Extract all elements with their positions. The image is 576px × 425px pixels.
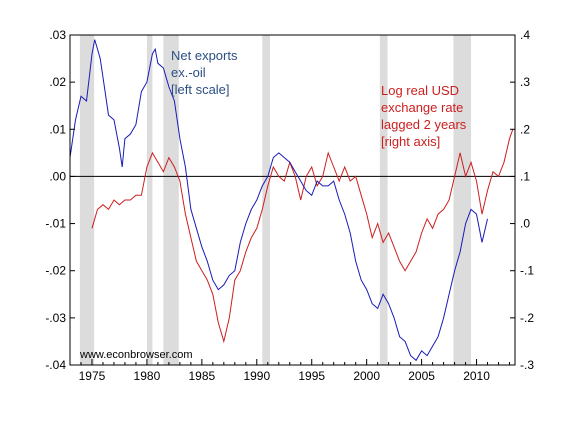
plot-frame — [69, 34, 516, 366]
x-tick-label: 1990 — [243, 369, 270, 383]
annotation-usd-line2: exchange rate — [381, 100, 463, 115]
annotation-net-exports-line2: ex.-oil — [171, 65, 206, 80]
right-tick-label: .2 — [520, 122, 530, 136]
right-tick-label: -.2 — [520, 311, 534, 325]
left-tick-label: .01 — [49, 122, 66, 136]
recession-band-3 — [262, 35, 270, 365]
series-line-net-exports — [69, 39, 488, 362]
x-axis-tick-labels: 1975 1980 1985 1990 1995 2000 2005 2010 — [79, 369, 491, 383]
left-tick-label: .02 — [49, 75, 66, 89]
annotation-usd-line1: Log real USD — [381, 83, 459, 98]
x-tick-label: 2010 — [463, 369, 490, 383]
right-tick-label: .1 — [520, 169, 530, 183]
axis-ticks — [69, 34, 515, 366]
annotation-net-exports-line3: [left scale] — [171, 82, 230, 97]
right-tick-label: .3 — [520, 75, 530, 89]
x-tick-label: 1995 — [298, 369, 325, 383]
recession-band-0 — [79, 35, 95, 365]
left-tick-label: -.03 — [45, 311, 66, 325]
left-tick-label: -.04 — [45, 358, 66, 372]
right-tick-label: -.3 — [520, 358, 534, 372]
recession-bands — [79, 35, 472, 365]
annotation-usd-line3: lagged 2 years — [381, 117, 467, 132]
recession-band-2 — [163, 35, 179, 365]
x-tick-label: 2005 — [408, 369, 435, 383]
left-axis-tick-labels: .03 .02 .01 .00 -.01 -.02 -.03 -.04 — [45, 28, 66, 372]
series-line-usd — [91, 129, 514, 344]
watermark: www.econbrowser.com — [79, 349, 193, 361]
x-tick-label: 2000 — [353, 369, 380, 383]
right-axis-tick-labels: .4 .3 .2 .1 .0 -.1 -.2 -.3 — [520, 28, 534, 372]
recession-band-1 — [146, 35, 153, 365]
x-tick-label: 1980 — [134, 369, 161, 383]
x-tick-label: 1985 — [189, 369, 216, 383]
left-tick-label: -.02 — [45, 264, 66, 278]
recession-band-5 — [453, 35, 472, 365]
annotation-usd-line4: [right axis] — [381, 134, 440, 149]
left-tick-label: .00 — [49, 169, 66, 183]
left-tick-label: -.01 — [45, 217, 66, 231]
x-tick-label: 1975 — [79, 369, 106, 383]
right-tick-label: .4 — [520, 28, 530, 42]
left-tick-label: .03 — [49, 28, 66, 42]
right-tick-label: .0 — [520, 217, 530, 231]
recession-band-4 — [379, 35, 388, 365]
annotation-net-exports-line1: Net exports — [171, 48, 238, 63]
right-tick-label: -.1 — [520, 264, 534, 278]
